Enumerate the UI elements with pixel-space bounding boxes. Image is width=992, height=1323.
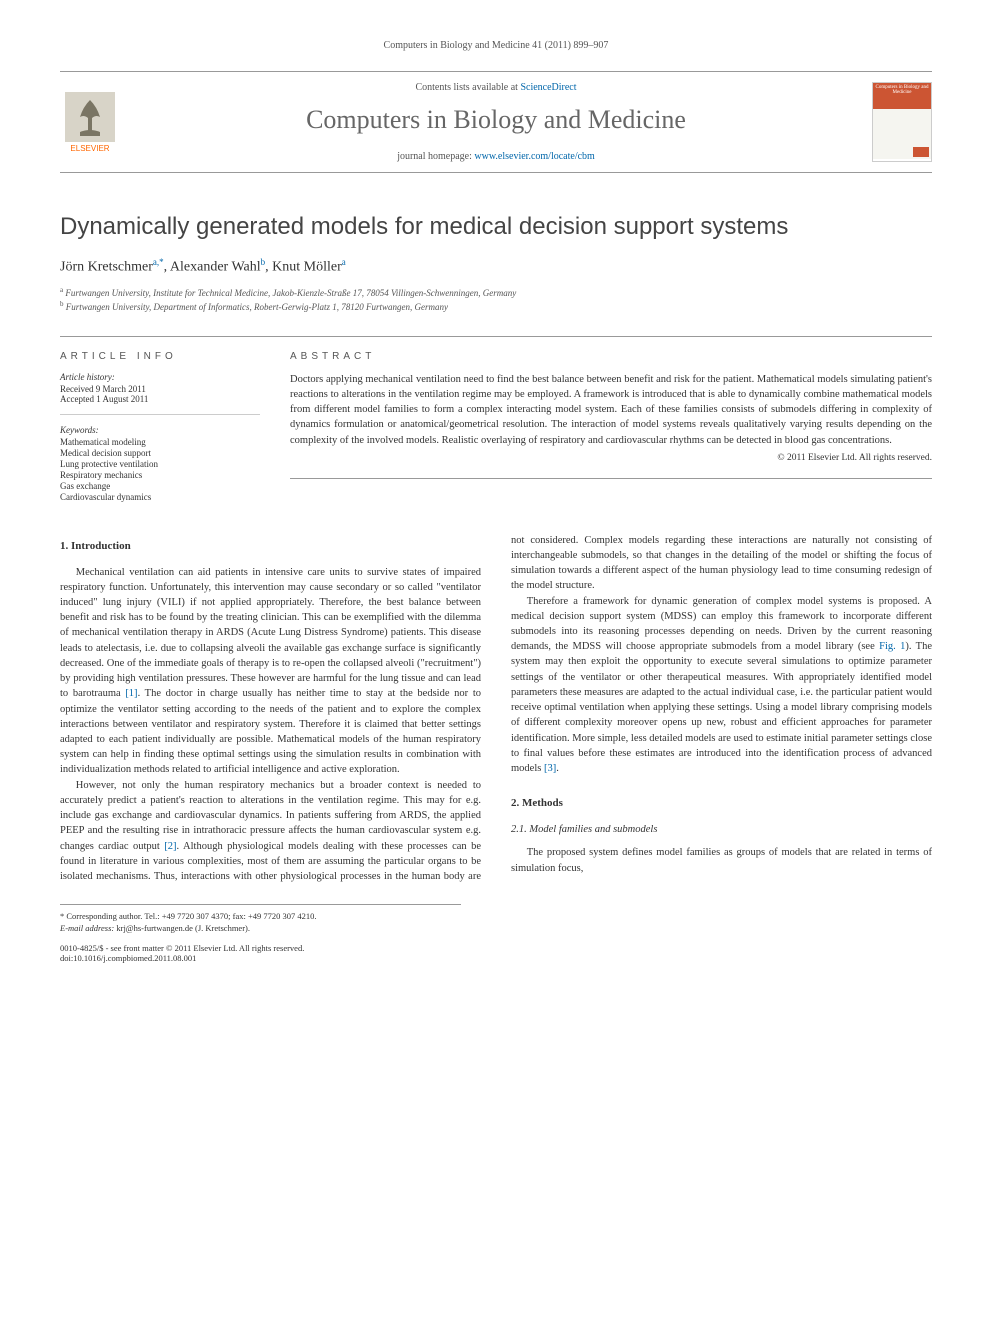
elsevier-logo: ELSEVIER	[60, 87, 120, 157]
abstract-copyright: © 2011 Elsevier Ltd. All rights reserved…	[290, 452, 932, 466]
keywords-label: Keywords:	[60, 425, 260, 435]
journal-masthead: ELSEVIER Contents lists available at Sci…	[60, 71, 932, 173]
affiliation-b: Furtwangen University, Department of Inf…	[66, 302, 448, 312]
running-header: Computers in Biology and Medicine 41 (20…	[60, 40, 932, 51]
received-date: Received 9 March 2011	[60, 384, 260, 394]
subsection-heading-21: 2.1. Model families and submodels	[511, 822, 932, 837]
affiliations: a Furtwangen University, Institute for T…	[60, 286, 932, 312]
intro-paragraph-3-cont: ). The system may then exploit the oppor…	[511, 641, 932, 774]
abstract-body: Doctors applying mechanical ventilation …	[290, 374, 932, 446]
keyword: Mathematical modeling	[60, 437, 260, 447]
corresponding-author-footnote: * Corresponding author. Tel.: +49 7720 3…	[60, 904, 461, 933]
cover-title-bar: Computers in Biology and Medicine	[873, 83, 931, 109]
intro-paragraph-1-cont: . The doctor in charge usually has neith…	[60, 688, 481, 775]
section-heading-methods: 2. Methods	[511, 796, 932, 812]
doi-block: 0010-4825/$ - see front matter © 2011 El…	[60, 943, 461, 963]
article-info-sidebar: ARTICLE INFO Article history: Received 9…	[60, 351, 260, 503]
abstract-block: ABSTRACT Doctors applying mechanical ven…	[290, 351, 932, 503]
journal-title: Computers in Biology and Medicine	[140, 105, 852, 135]
keywords-list: Mathematical modeling Medical decision s…	[60, 437, 260, 502]
keyword: Cardiovascular dynamics	[60, 492, 260, 502]
article-body: 1. Introduction Mechanical ventilation c…	[60, 533, 932, 885]
author-name: Jörn Kretschmer	[60, 260, 153, 275]
elsevier-tree-icon	[65, 92, 115, 142]
front-matter-line: 0010-4825/$ - see front matter © 2011 El…	[60, 943, 461, 953]
sciencedirect-link[interactable]: ScienceDirect	[520, 82, 576, 93]
article-title: Dynamically generated models for medical…	[60, 213, 932, 241]
author-name: Alexander Wahl	[170, 260, 261, 275]
citation-link[interactable]: [3]	[544, 763, 556, 774]
homepage-line: journal homepage: www.elsevier.com/locat…	[140, 151, 852, 162]
cover-graphic-icon	[913, 147, 929, 157]
intro-paragraph-1: Mechanical ventilation can aid patients …	[60, 567, 481, 700]
keyword: Gas exchange	[60, 481, 260, 491]
homepage-prefix: journal homepage:	[397, 151, 474, 162]
author-affil-sup: a	[342, 257, 346, 267]
history-label: Article history:	[60, 372, 260, 382]
section-heading-intro: 1. Introduction	[60, 539, 481, 555]
publisher-name: ELSEVIER	[70, 144, 109, 153]
accepted-date: Accepted 1 August 2011	[60, 394, 260, 404]
methods-paragraph-1: The proposed system defines model famili…	[511, 847, 932, 873]
author-list: Jörn Kretschmera,*, Alexander Wahlb, Knu…	[60, 257, 932, 276]
intro-paragraph-3: Therefore a framework for dynamic genera…	[511, 596, 932, 653]
contents-prefix: Contents lists available at	[415, 82, 520, 93]
corresponding-email: krj@hs-furtwangen.de (J. Kretschmer).	[116, 923, 250, 933]
contents-line: Contents lists available at ScienceDirec…	[140, 82, 852, 93]
author-affil-sup: a,*	[153, 257, 164, 267]
article-info-heading: ARTICLE INFO	[60, 351, 260, 362]
keyword: Medical decision support	[60, 448, 260, 458]
citation-link[interactable]: [1]	[125, 688, 137, 699]
abstract-text: Doctors applying mechanical ventilation …	[290, 372, 932, 479]
author-name: Knut Möller	[272, 260, 342, 275]
homepage-link[interactable]: www.elsevier.com/locate/cbm	[474, 151, 594, 162]
intro-paragraph-3-end: .	[556, 763, 559, 774]
abstract-heading: ABSTRACT	[290, 351, 932, 362]
journal-cover-thumbnail: Computers in Biology and Medicine	[872, 82, 932, 162]
keyword: Lung protective ventilation	[60, 459, 260, 469]
corresponding-tel: * Corresponding author. Tel.: +49 7720 3…	[60, 911, 461, 921]
keyword: Respiratory mechanics	[60, 470, 260, 480]
email-label: E-mail address:	[60, 923, 114, 933]
doi-line: doi:10.1016/j.compbiomed.2011.08.001	[60, 953, 461, 963]
citation-link[interactable]: [2]	[164, 841, 176, 852]
author-affil-sup: b	[261, 257, 266, 267]
affiliation-a: Furtwangen University, Institute for Tec…	[65, 288, 516, 298]
figure-link[interactable]: Fig. 1	[879, 641, 905, 652]
